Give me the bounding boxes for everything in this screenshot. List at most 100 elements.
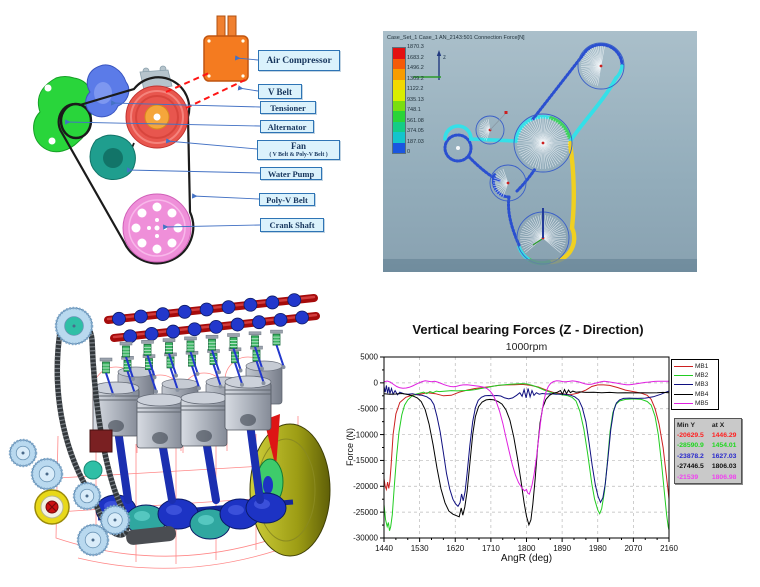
air-compressor-part xyxy=(204,16,248,81)
cam-lobe xyxy=(134,310,147,323)
legend-row: MB4 xyxy=(674,390,716,399)
legend-line xyxy=(674,375,693,376)
belt-drive-diagram: Air Compressor V Belt Tensioner Alternat… xyxy=(0,0,360,290)
cam-lobe xyxy=(244,298,257,311)
label-fan: Fan ( V Belt & Poly-V Belt ) xyxy=(257,140,340,160)
cam-lobe xyxy=(266,296,279,309)
cam-lobe xyxy=(167,325,180,338)
legend-line xyxy=(674,394,693,395)
y-axis-label: Force (N) xyxy=(345,402,359,492)
cam-lobe xyxy=(288,294,301,307)
front-pulley xyxy=(35,490,69,524)
legend-row: MB1 xyxy=(674,362,716,371)
legend-row: MB5 xyxy=(674,399,716,408)
colorbar-value: 0 xyxy=(407,149,410,155)
cam-lobe xyxy=(274,313,287,326)
svg-text:2160: 2160 xyxy=(660,544,678,553)
cam-lobe xyxy=(200,303,213,316)
svg-text:0: 0 xyxy=(374,379,379,388)
colorbar-value: 561.08 xyxy=(407,118,424,124)
legend-label: MB1 xyxy=(695,363,708,370)
svg-text:1620: 1620 xyxy=(446,544,464,553)
rocker xyxy=(185,337,197,340)
engine-mount xyxy=(90,430,112,452)
label-air-compressor: Air Compressor xyxy=(258,50,340,71)
rocker xyxy=(271,330,283,333)
teal-pulley xyxy=(84,461,102,479)
rocker xyxy=(100,358,112,361)
cam-lobe xyxy=(222,301,235,314)
chart-title: Vertical bearing Forces (Z - Direction) xyxy=(368,322,688,337)
legend-label: MB5 xyxy=(695,400,708,407)
rocker xyxy=(142,340,154,343)
svg-text:1800: 1800 xyxy=(518,544,536,553)
label-alternator: Alternator xyxy=(260,120,314,133)
rocker xyxy=(249,332,261,335)
svg-text:2070: 2070 xyxy=(624,544,642,553)
z-axis-label: z xyxy=(443,55,446,61)
chart-legend: MB1 MB2 MB3 MB4 MB5 xyxy=(671,359,719,410)
legend-label: MB2 xyxy=(695,372,708,379)
colorbar-value: 187.03 xyxy=(407,139,424,145)
colorbar-value: 935.13 xyxy=(407,97,424,103)
cam-lobe xyxy=(210,320,223,333)
fan-pulley-part xyxy=(126,86,188,148)
engine-drawing xyxy=(8,288,353,580)
water-pump-part xyxy=(90,135,135,179)
colorbar-value: 1683.2 xyxy=(407,55,424,61)
legend-row: MB3 xyxy=(674,380,716,389)
simulation-view: Case_Set_1 Case_1 AN_2143:501 Connection… xyxy=(383,31,697,272)
tensioner-part xyxy=(86,65,129,117)
svg-text:-30000: -30000 xyxy=(353,534,378,543)
legend-label: MB3 xyxy=(695,381,708,388)
legend-line xyxy=(674,366,693,367)
legend-line xyxy=(674,384,693,385)
svg-text:1890: 1890 xyxy=(553,544,571,553)
svg-text:-25000: -25000 xyxy=(353,508,378,517)
legend-line xyxy=(674,403,693,404)
cam-lobe xyxy=(178,305,191,318)
rocker xyxy=(163,339,175,342)
label-poly-v-belt: Poly-V Belt xyxy=(259,193,315,206)
cam-lobe xyxy=(124,330,137,343)
rocker xyxy=(206,335,218,338)
svg-text:1440: 1440 xyxy=(375,544,393,553)
label-water-pump: Water Pump xyxy=(260,167,322,180)
svg-text:1530: 1530 xyxy=(411,544,429,553)
rocker xyxy=(120,342,132,345)
svg-text:-5000: -5000 xyxy=(358,404,379,413)
colorbar-value: 374.05 xyxy=(407,128,424,134)
label-v-belt: V Belt xyxy=(258,84,302,99)
cam-lobe xyxy=(296,311,309,324)
belt-simulation-drawing: z xyxy=(383,31,697,272)
colorbar-value: 1122.2 xyxy=(407,86,423,92)
colorbar-value: 748.1 xyxy=(407,107,421,113)
svg-text:5000: 5000 xyxy=(360,353,378,362)
svg-text:1710: 1710 xyxy=(482,544,500,553)
chart-subtitle: 1000rpm xyxy=(384,341,669,353)
bearing-forces-chart: Vertical bearing Forces (Z - Direction) … xyxy=(338,320,760,582)
label-tensioner: Tensioner xyxy=(260,101,316,114)
svg-text:1980: 1980 xyxy=(589,544,607,553)
label-crank-shaft: Crank Shaft xyxy=(260,218,324,232)
cam-lobe xyxy=(112,312,125,325)
legend-row: MB2 xyxy=(674,371,716,380)
colorbar-value: 1309.2 xyxy=(407,76,424,82)
legend-label: MB4 xyxy=(695,391,708,398)
floor-shadow-band xyxy=(383,259,697,272)
alternator-part xyxy=(34,77,92,152)
cam-lobe xyxy=(253,316,266,329)
crank-shaft-pulley-part xyxy=(123,194,191,262)
x-axis-label: AngR (deg) xyxy=(384,553,669,564)
engine-3d-model xyxy=(8,288,353,580)
colorbar-value: 1870.3 xyxy=(407,44,424,50)
colorbar-value: 1496.2 xyxy=(407,65,424,71)
cam-lobe xyxy=(145,327,158,340)
pulleys xyxy=(457,43,624,264)
